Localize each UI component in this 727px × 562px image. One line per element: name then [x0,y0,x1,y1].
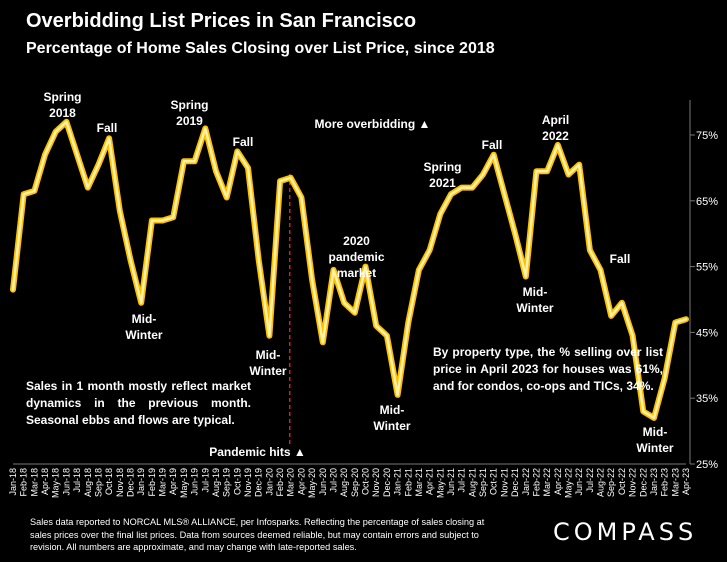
x-tick-label: Feb-21 [403,468,413,497]
x-tick-label: Mar-19 [158,468,168,497]
x-tick-label: Apr-20 [296,468,306,495]
left-note: Sales in 1 month mostly reflect market d… [26,379,251,427]
x-tick-label: Sep-20 [350,468,360,497]
x-tick-label: Dec-18 [126,468,136,497]
y-tick-label: 75% [696,130,718,142]
x-tick-label: Dec-19 [254,468,264,497]
annotation-midwinter-2019: Mid-Winter [249,348,287,378]
x-tick-label: Aug-18 [83,468,93,497]
x-tick-label: Dec-22 [638,468,648,497]
annotation-midwinter-2020: Mid-Winter [373,403,411,433]
chart-title: Overbidding List Prices in San Francisco [26,10,417,32]
annotation-spring-2018: Spring 2018 [43,90,82,120]
annotation-midwinter-2018: Mid-Winter [125,312,163,342]
x-tick-label: Jan-22 [521,468,531,496]
series-line [11,120,688,420]
x-tick-label: Jan-20 [264,468,274,496]
x-tick-label: Nov-21 [499,468,509,497]
x-tick-label: Apr-18 [40,468,50,495]
x-tick-label: Oct-21 [489,468,499,495]
annotation-pandemic-hits: Pandemic hits ▲ [209,445,306,459]
x-tick-label: Nov-18 [115,468,125,497]
y-tick-label: 65% [696,196,718,208]
x-tick-label: Mar-20 [286,468,296,497]
annotation-more-overbidding: More overbidding ▲ [314,117,431,131]
x-tick-label: Oct-19 [232,468,242,495]
x-tick-label: Jun-22 [574,468,584,496]
x-tick-label: Oct-20 [361,468,371,495]
right-note: By property type, the % selling over lis… [433,345,663,393]
x-tick-label: Jul-19 [200,468,210,493]
x-tick-label: Sep-22 [606,468,616,497]
x-tick-label: Jul-18 [72,468,82,493]
x-tick-label: May-19 [179,468,189,498]
x-tick-label: Apr-19 [168,468,178,495]
x-tick-label: Mar-23 [670,468,680,497]
y-tick-label: 35% [696,393,718,405]
x-tick-label: Jan-23 [649,468,659,496]
x-tick-label: Mar-22 [542,468,552,497]
x-tick-label: Aug-20 [339,468,349,497]
x-tick-label: Apr-23 [681,468,691,495]
annotation-fall-2018: Fall [96,121,118,135]
x-tick-label: Apr-21 [425,468,435,495]
x-tick-label: Dec-20 [382,468,392,497]
annotation-april-2022: April 2022 [541,113,570,143]
x-tick-label: Aug-22 [596,468,606,497]
x-tick-label: Feb-20 [275,468,285,497]
y-tick-label: 25% [696,459,718,471]
x-tick-label: Aug-21 [467,468,477,497]
x-tick-label: Dec-21 [510,468,520,497]
annotation-spring-2019: Spring 2019 [170,98,209,128]
x-tick-label: Jun-20 [318,468,328,496]
x-tick-label: Sep-18 [93,468,103,497]
x-tick-label: Nov-22 [628,468,638,497]
x-tick-label: Sep-21 [478,468,488,497]
x-tick-label: Mar-21 [414,468,424,497]
source-footnote: Sales data reported to NORCAL MLS® ALLIA… [30,517,485,552]
x-tick-label: Oct-18 [104,468,114,495]
x-tick-label: Nov-20 [371,468,381,497]
x-tick-label: Jul-21 [457,468,467,493]
y-tick-label: 55% [696,262,718,274]
x-tick-label: Nov-19 [243,468,253,497]
annotation-fall-2021: Fall [481,138,503,152]
annotation-2020-pandemic: 2020 pandemic market [328,234,385,280]
x-tick-label: Jan-18 [8,468,18,496]
chart-subtitle: Percentage of Home Sales Closing over Li… [26,40,495,57]
x-tick-label: Mar-18 [29,468,39,497]
x-tick-label: Feb-18 [19,468,29,497]
x-tick-label: Aug-19 [211,468,221,497]
x-tick-label: May-20 [307,468,317,498]
x-tick-label: May-22 [563,468,573,498]
annotation-fall-2019: Fall [232,135,254,149]
x-tick-label: May-21 [435,468,445,498]
x-tick-label: Feb-19 [147,468,157,497]
x-tick-label: Jun-18 [61,468,71,496]
compass-logo: COMPASS [553,518,698,546]
annotation-fall-2022: Fall [609,252,631,266]
x-tick-label: Jul-22 [585,468,595,493]
x-tick-label: Jul-20 [328,468,338,493]
x-tick-label: Oct-22 [617,468,627,495]
annotation-midwinter-2021: Mid-Winter [516,285,554,315]
x-tick-label: Jun-21 [446,468,456,496]
x-tick-label: Feb-23 [660,468,670,497]
x-tick-label: Sep-19 [222,468,232,497]
x-tick-label: Jun-19 [190,468,200,496]
x-tick-label: Feb-22 [531,468,541,497]
annotation-midwinter-2022: Mid-Winter [636,425,674,455]
y-tick-label: 45% [696,327,718,339]
x-tick-label: May-18 [51,468,61,498]
x-tick-label: Jan-19 [136,468,146,496]
x-tick-label: Jan-21 [393,468,403,496]
annotation-spring-2021: Spring 2021 [423,160,462,190]
x-tick-label: Apr-22 [553,468,563,495]
